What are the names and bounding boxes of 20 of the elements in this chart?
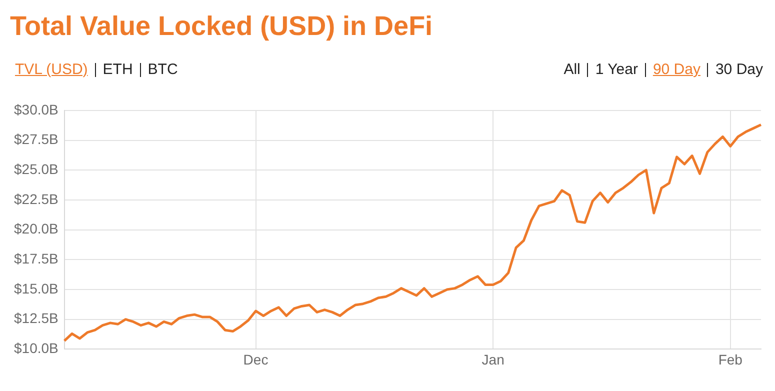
y-tick-label: $12.5B	[14, 310, 58, 326]
y-tick-label: $15.0B	[14, 280, 58, 296]
y-tick-label: $30.0B	[14, 101, 58, 118]
y-tick-label: $20.0B	[14, 220, 58, 237]
y-tick-label: $10.0B	[14, 340, 58, 356]
text: All	[564, 61, 580, 78]
y-tick-label: $27.5B	[14, 131, 58, 148]
chart-title: Total Value Locked (USD) in DeFi	[10, 10, 434, 43]
y-tick-label: $25.0B	[14, 160, 58, 177]
y-tick-label: $17.5B	[14, 250, 58, 267]
text: 90 Day	[652, 61, 700, 78]
x-tick-label: Dec	[243, 351, 268, 368]
text: 30 Day	[715, 61, 763, 78]
text: 1 Year	[595, 61, 638, 78]
text: BTC	[148, 61, 178, 78]
text: TVL (USD)	[15, 61, 88, 78]
y-tick-label: $22.5B	[14, 190, 58, 207]
x-tick-label: Jan	[482, 351, 504, 368]
text: ETH	[102, 61, 133, 78]
x-tick-label: Feb	[718, 351, 743, 368]
